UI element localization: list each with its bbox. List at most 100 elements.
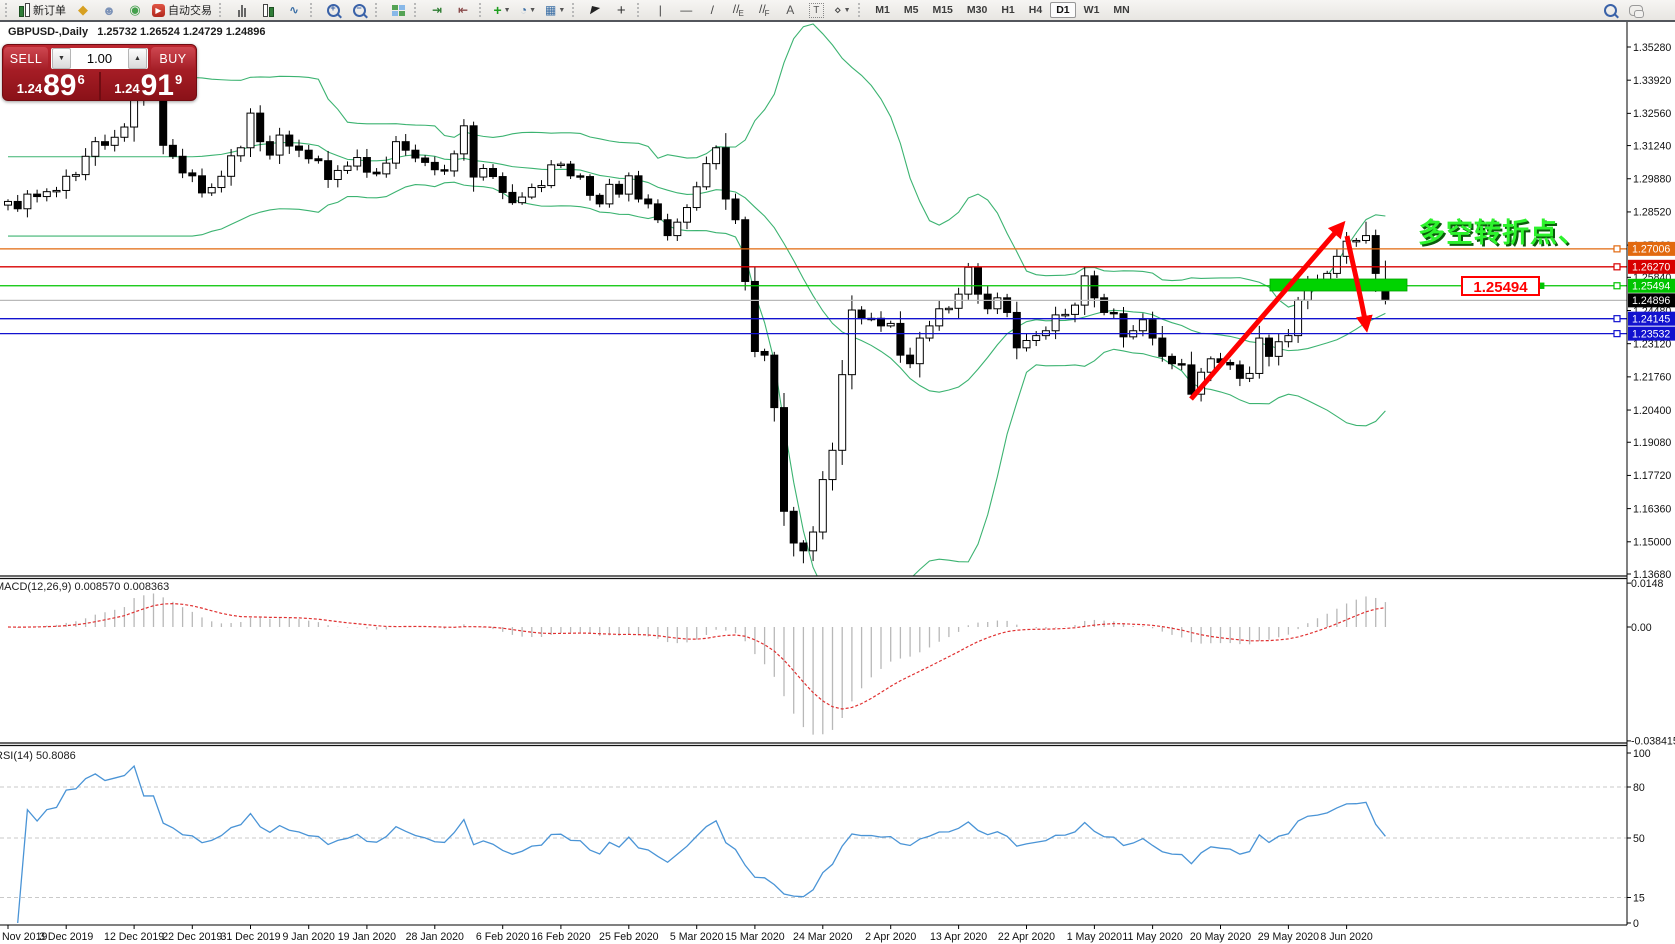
fibonacci-icon: //F (759, 2, 770, 18)
timeframe-d1-button[interactable]: D1 (1050, 2, 1076, 18)
timeframe-h1-button[interactable]: H1 (1001, 4, 1015, 16)
timeframe-m1-button[interactable]: M1 (875, 4, 890, 16)
rsi-panel (0, 764, 1627, 924)
timeframe-w1-button[interactable]: W1 (1083, 4, 1100, 16)
signals-icon: ◉ (129, 2, 141, 17)
history-icon: ◆ (78, 2, 88, 17)
zoom-out-button[interactable]: − (347, 0, 371, 20)
new-order-button[interactable]: 新订单 (16, 0, 69, 20)
horizontal-line-icon: — (680, 3, 693, 17)
toolbar-grip (637, 3, 643, 17)
price-annotation-box[interactable]: 1.25494 (1461, 276, 1540, 296)
bid-price[interactable]: 1.24 89 6 (3, 71, 99, 101)
toolbar-grip (375, 3, 381, 17)
svg-text:11 May 2020: 11 May 2020 (1122, 931, 1183, 943)
svg-text:1.28520: 1.28520 (1633, 207, 1671, 219)
periods-button[interactable]: ◔ ▼ (519, 3, 537, 17)
line-chart-button[interactable]: ∿ (282, 0, 306, 20)
indicators-button[interactable]: + ▼ (493, 2, 511, 18)
svg-text:25 Feb 2020: 25 Feb 2020 (599, 931, 659, 943)
bid-price-prefix: 1.24 (16, 81, 43, 96)
bar-chart-button[interactable] (230, 0, 254, 20)
cursor-button[interactable]: ◤ (583, 0, 607, 20)
ask-price[interactable]: 1.24 91 9 (101, 69, 197, 102)
toolbar-grip (219, 3, 225, 17)
periods-icon: ◔ (519, 3, 528, 17)
svg-text:31 Dec 2019: 31 Dec 2019 (220, 931, 280, 943)
svg-text:1.19080: 1.19080 (1633, 437, 1671, 449)
candles (4, 50, 1390, 564)
svg-text:1.17720: 1.17720 (1633, 470, 1671, 482)
templates-button[interactable]: ▦ ▼ (545, 3, 566, 17)
vertical-line-button[interactable]: | (648, 0, 672, 20)
signals-button[interactable]: ◉ (123, 0, 147, 20)
shapes-icon: ⋄ (834, 3, 842, 17)
price-axis: 1.35280 1.33920 1.32560 1.31240 1.29880 1.285… (1627, 42, 1675, 930)
bollinger-bands (8, 23, 1386, 576)
svg-text:16 Feb 2020: 16 Feb 2020 (531, 931, 591, 943)
svg-text:13 Apr 2020: 13 Apr 2020 (930, 931, 987, 943)
support-bar[interactable] (1269, 278, 1545, 292)
svg-text:1.16360: 1.16360 (1633, 503, 1671, 515)
toolbar-grip (572, 3, 578, 17)
market-watch-icon: ☻ (102, 2, 116, 18)
toolbar-grip (310, 3, 316, 17)
fibonacci-button[interactable]: //F (752, 0, 776, 20)
shapes-button[interactable]: ⋄ ▼ (834, 3, 851, 17)
history-button[interactable]: ◆ (71, 0, 95, 20)
zoom-in-button[interactable]: + (321, 0, 345, 20)
new-order-icon (19, 2, 30, 17)
svg-text:0.0148: 0.0148 (1631, 578, 1664, 590)
svg-text:29 May 2020: 29 May 2020 (1258, 931, 1319, 943)
svg-text:2 Apr 2020: 2 Apr 2020 (865, 931, 916, 943)
zoom-out-icon: − (352, 3, 366, 17)
timeframe-m5-button[interactable]: M5 (903, 4, 919, 16)
auto-trading-icon: ▶ (152, 3, 165, 17)
trend-arrows[interactable] (1189, 220, 1373, 401)
volume-input[interactable]: 1.00 (86, 51, 113, 66)
community-button[interactable] (1624, 0, 1648, 20)
top-toolbar: 新订单 ◆ ☻ ◉ ▶ 自动交易 ∿ + − ⇥ ⇤ + ▼ ◔ ▼ ▦ ▼ ◤ + | — ///E//F A T ⋄ ▼ M1 M… (0, 0, 1675, 22)
chinese-annotation-text[interactable]: 多空转折点、 (1418, 218, 1586, 249)
svg-text:20 May 2020: 20 May 2020 (1190, 931, 1251, 943)
horizontal-line-button[interactable]: — (674, 0, 698, 20)
chart-shift-icon: ⇤ (457, 3, 469, 17)
market-watch-button[interactable]: ☻ (97, 0, 121, 20)
text-button[interactable]: A (778, 0, 802, 20)
volume-decrease-button[interactable]: ▼ (52, 48, 71, 69)
trendline-button[interactable]: / (700, 0, 724, 20)
text-label-button[interactable]: T (804, 0, 828, 20)
sell-button[interactable]: SELL (4, 47, 48, 70)
search-icon (1603, 3, 1617, 17)
ask-price-pip: 9 (174, 72, 183, 87)
svg-text:3 Dec 2019: 3 Dec 2019 (39, 931, 93, 943)
svg-text:1.26270: 1.26270 (1632, 262, 1670, 274)
auto-scroll-icon: ⇥ (431, 3, 443, 17)
timeframe-m15-button[interactable]: M15 (932, 4, 953, 16)
svg-text:1.33920: 1.33920 (1633, 75, 1671, 87)
equidistant-channel-button[interactable]: //E (726, 0, 750, 20)
rsi-indicator-label: RSI(14) 50.8086 (0, 750, 76, 762)
ask-price-main: 91 (140, 69, 174, 102)
svg-text:1.24145: 1.24145 (1632, 313, 1670, 325)
auto-trading-button[interactable]: ▶ 自动交易 (149, 0, 215, 20)
crosshair-button[interactable]: + (609, 0, 633, 20)
new-order-label: 新订单 (33, 5, 66, 17)
timeframe-h4-button[interactable]: H4 (1028, 4, 1043, 16)
buy-button[interactable]: BUY (151, 47, 195, 70)
svg-text:1.15000: 1.15000 (1633, 537, 1671, 549)
tile-windows-button[interactable] (386, 0, 410, 20)
timeframe-m30-button[interactable]: M30 (966, 4, 988, 16)
svg-text:1.35280: 1.35280 (1633, 42, 1671, 54)
timeframe-mn-button[interactable]: MN (1113, 4, 1130, 16)
svg-text:5 Mar 2020: 5 Mar 2020 (670, 931, 724, 943)
toolbar-pad (1650, 0, 1674, 20)
search-button[interactable] (1598, 0, 1622, 20)
macd-indicator-label: MACD(12,26,9) 0.008570 0.008363 (0, 581, 170, 593)
auto-scroll-button[interactable]: ⇥ (425, 0, 449, 20)
svg-text:1 May 2020: 1 May 2020 (1067, 931, 1122, 943)
chart-shift-button[interactable]: ⇤ (451, 0, 475, 20)
volume-increase-button[interactable]: ▲ (128, 48, 147, 69)
candlestick-chart-button[interactable] (256, 0, 280, 20)
